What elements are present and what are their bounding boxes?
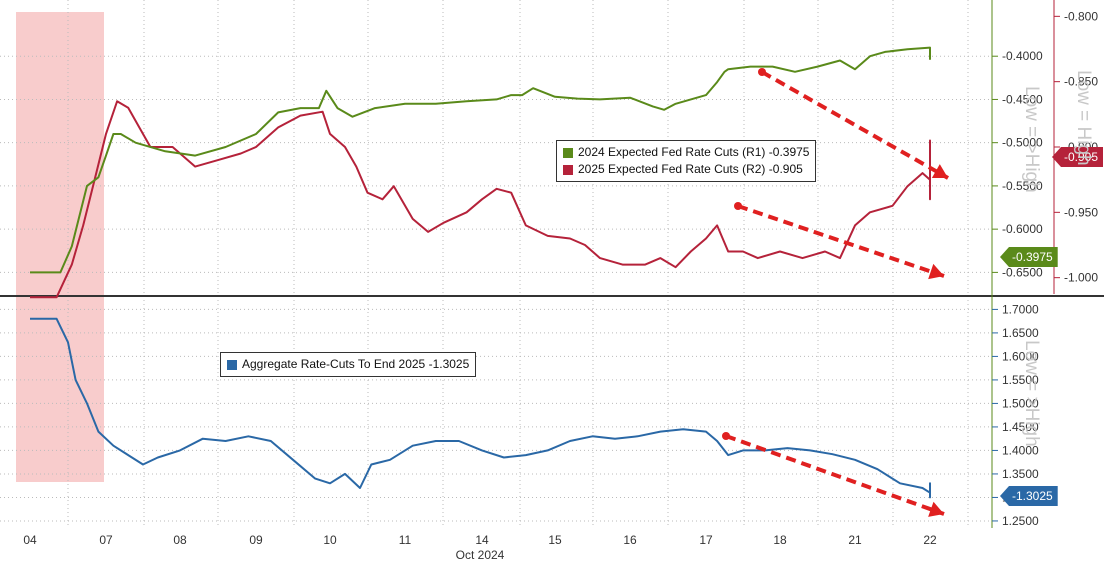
legend-top: 2024 Expected Fed Rate Cuts (R1) -0.3975… bbox=[556, 140, 817, 182]
bottom-tick-label: 1.4000 bbox=[1002, 443, 1039, 457]
r1-ticks: -0.6500 -0.6000 -0.5500 -0.5000 -0.4500 -0.40… bbox=[992, 49, 1043, 279]
x-tick-label: 14 bbox=[475, 533, 489, 547]
arrow-aggregate bbox=[725, 434, 945, 516]
badge-r1-last: -0.3975 bbox=[1000, 247, 1058, 267]
x-tick-label: 11 bbox=[399, 533, 412, 547]
legend-value-aggregate: -1.3025 bbox=[428, 357, 470, 371]
badge-aggregate-last: -1.3025 bbox=[1000, 486, 1058, 506]
r1-tick-label: -0.5500 bbox=[1002, 179, 1043, 193]
r2-tick-label: -0.950 bbox=[1064, 205, 1098, 219]
r2-tick-label: -0.850 bbox=[1064, 75, 1098, 89]
legend-label-aggregate: Aggregate Rate-Cuts To End 2025 bbox=[242, 357, 426, 371]
r1-tick-label: -0.4000 bbox=[1002, 49, 1043, 63]
arrow-2025 bbox=[761, 70, 949, 180]
r1-tick-label: -0.6000 bbox=[1002, 222, 1043, 236]
x-tick-label: 09 bbox=[249, 533, 263, 547]
arrow-2025-head bbox=[931, 164, 948, 179]
bottom-tick-label: 1.2500 bbox=[1002, 514, 1039, 528]
legend-label-2024: 2024 Expected Fed Rate Cuts (R1) bbox=[578, 145, 766, 159]
legend-value-2025: -0.905 bbox=[768, 162, 803, 176]
x-tick-label: 17 bbox=[699, 533, 713, 547]
axis-note-r2: Low = High bbox=[1073, 70, 1094, 166]
series-line-aggregate bbox=[30, 317, 931, 499]
legend-bottom: Aggregate Rate-Cuts To End 2025 -1.3025 bbox=[220, 352, 477, 377]
badge-r2-last: -0.905 bbox=[1052, 147, 1104, 167]
x-tick-label: 18 bbox=[773, 533, 787, 547]
legend-swatch-green bbox=[563, 147, 573, 158]
legend-item-aggregate: Aggregate Rate-Cuts To End 2025 -1.3025 bbox=[227, 356, 469, 373]
arrow-2024-head bbox=[928, 263, 944, 280]
x-tick-label: 07 bbox=[99, 533, 113, 547]
x-tick-label: 08 bbox=[173, 533, 187, 547]
bottom-tick-label: 1.5500 bbox=[1002, 373, 1039, 387]
x-axis-label: Oct 2024 bbox=[456, 548, 505, 562]
arrow-2025-start bbox=[758, 68, 766, 76]
grid-bottom bbox=[0, 308, 992, 522]
x-tick-label: 21 bbox=[848, 533, 862, 547]
r2-tick-label: -0.800 bbox=[1064, 9, 1098, 23]
x-tick-label: 22 bbox=[923, 533, 937, 547]
x-gridlines bbox=[67, 0, 969, 528]
arrow-aggregate-head bbox=[928, 501, 944, 517]
legend-item-2024: 2024 Expected Fed Rate Cuts (R1) -0.3975 bbox=[563, 144, 809, 161]
bottom-ticks: 1.7000 1.6500 1.6000 1.5500 1.5000 1.4500 1.40… bbox=[992, 302, 1039, 528]
trend-arrows bbox=[722, 68, 949, 517]
bottom-tick-label: 1.5000 bbox=[1002, 396, 1039, 410]
x-tick-label: 15 bbox=[548, 533, 562, 547]
bottom-tick-label: 1.6000 bbox=[1002, 349, 1039, 363]
r1-tick-label: -0.4500 bbox=[1002, 92, 1043, 106]
series-layer bbox=[30, 46, 931, 499]
arrow-2024 bbox=[737, 204, 945, 278]
axis-note-r1: Low = >High bbox=[1021, 86, 1042, 193]
legend-swatch-red bbox=[563, 164, 573, 175]
bottom-tick-label: 1.6500 bbox=[1002, 326, 1039, 340]
r1-tick-label: -0.5000 bbox=[1002, 136, 1043, 150]
bottom-tick-label: 1.7000 bbox=[1002, 302, 1039, 316]
series-line-2025 bbox=[30, 100, 931, 299]
x-tick-label: 04 bbox=[23, 533, 37, 547]
bottom-tick-label: 1.3500 bbox=[1002, 467, 1039, 481]
arrow-2024-start bbox=[734, 202, 742, 210]
bottom-tick-label: 1.4500 bbox=[1002, 420, 1039, 434]
series-line-2024 bbox=[30, 46, 931, 274]
x-tick-label: 10 bbox=[323, 533, 337, 547]
r2-tick-label: -1.000 bbox=[1064, 271, 1098, 285]
arrow-aggregate-start bbox=[722, 432, 730, 440]
legend-item-2025: 2025 Expected Fed Rate Cuts (R2) -0.905 bbox=[563, 161, 809, 178]
grid-top bbox=[0, 55, 992, 273]
r1-tick-label: -0.6500 bbox=[1002, 265, 1043, 279]
legend-label-2025: 2025 Expected Fed Rate Cuts (R2) bbox=[578, 162, 766, 176]
legend-value-2024: -0.3975 bbox=[768, 145, 810, 159]
legend-swatch-blue bbox=[227, 359, 237, 370]
x-ticks: 04 07 08 09 10 11 14 15 16 17 18 21 22 bbox=[23, 533, 937, 547]
x-tick-label: 16 bbox=[623, 533, 637, 547]
axis-note-bottom: Low = >High bbox=[1021, 340, 1042, 447]
